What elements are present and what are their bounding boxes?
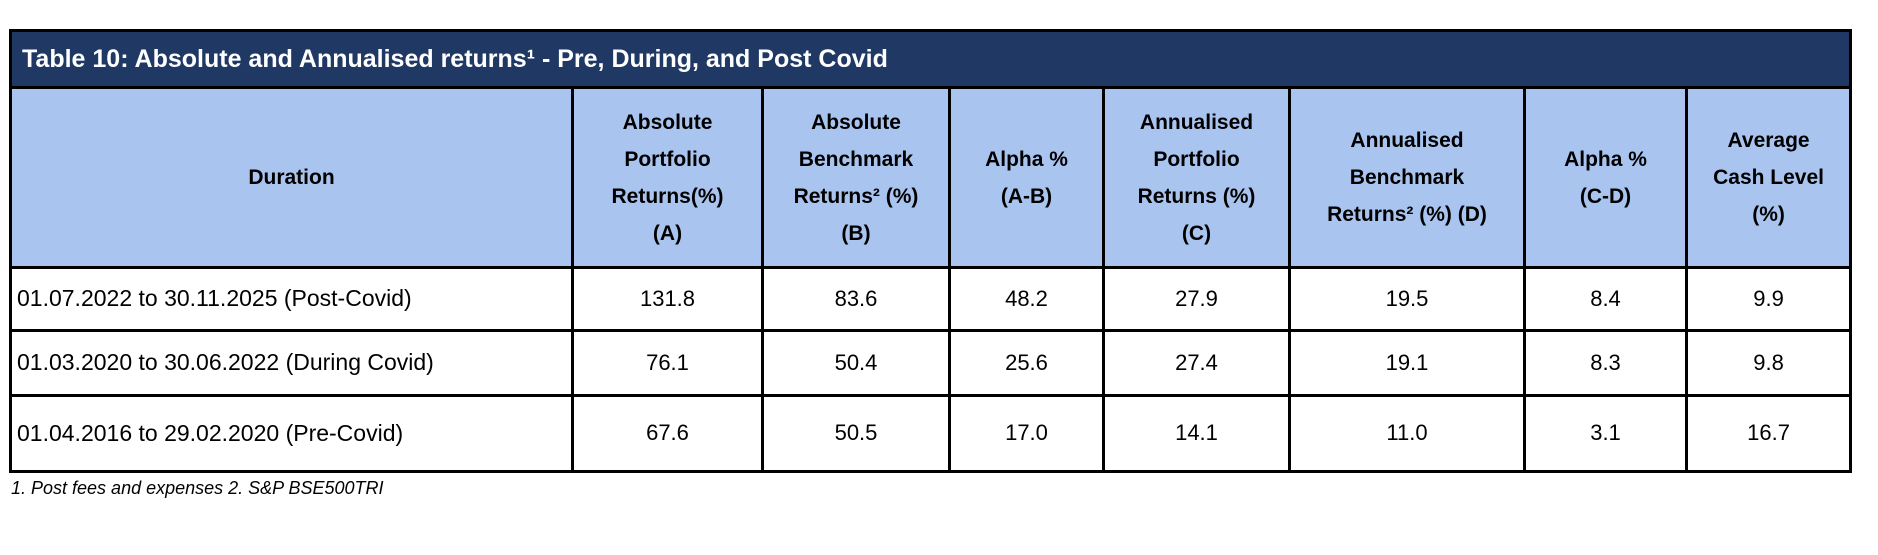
table-row-during-covid: 01.03.2020 to 30.06.2022 (During Covid) … — [9, 329, 1853, 397]
value-cell: 76.1 — [571, 329, 764, 397]
returns-table: Table 10: Absolute and Annualised return… — [8, 29, 1853, 473]
value-cell: 8.3 — [1523, 329, 1688, 397]
value-cell: 83.6 — [761, 266, 951, 332]
value-cell: 17.0 — [948, 394, 1105, 473]
value-cell: 50.5 — [761, 394, 951, 473]
table-row-post-covid: 01.07.2022 to 30.11.2025 (Post-Covid) 13… — [9, 266, 1853, 332]
duration-cell: 01.03.2020 to 30.06.2022 (During Covid) — [9, 329, 574, 397]
value-cell: 19.1 — [1288, 329, 1526, 397]
value-cell: 27.9 — [1102, 266, 1291, 332]
footnote: 1. Post fees and expenses 2. S&P BSE500T… — [11, 478, 384, 498]
header-row: Duration Absolute Portfolio Returns(%) (… — [9, 86, 1853, 269]
value-cell: 48.2 — [948, 266, 1105, 332]
report-page: Table 10: Absolute and Annualised return… — [0, 29, 1878, 555]
value-cell: 50.4 — [761, 329, 951, 397]
column-header-alpha-c-d: Alpha % (C-D) — [1523, 86, 1688, 269]
column-header-alpha-a-b: Alpha % (A-B) — [948, 86, 1105, 269]
column-header-absolute-benchmark-returns: Absolute Benchmark Returns² (%) (B) — [761, 86, 951, 269]
column-header-average-cash-level: Average Cash Level (%) — [1684, 86, 1853, 269]
value-cell: 3.1 — [1523, 394, 1688, 473]
value-cell: 16.7 — [1684, 394, 1853, 473]
table-title: Table 10: Absolute and Annualised return… — [8, 29, 1853, 89]
duration-cell: 01.04.2016 to 29.02.2020 (Pre-Covid) — [9, 394, 574, 473]
column-header-absolute-portfolio-returns: Absolute Portfolio Returns(%) (A) — [571, 86, 764, 269]
column-header-duration: Duration — [9, 86, 574, 269]
column-header-annualised-portfolio-returns: Annualised Portfolio Returns (%) (C) — [1102, 86, 1291, 269]
value-cell: 8.4 — [1523, 266, 1688, 332]
value-cell: 25.6 — [948, 329, 1105, 397]
table-row-pre-covid: 01.04.2016 to 29.02.2020 (Pre-Covid) 67.… — [9, 394, 1853, 473]
value-cell: 131.8 — [571, 266, 764, 332]
value-cell: 9.9 — [1684, 266, 1853, 332]
column-header-annualised-benchmark-returns: Annualised Benchmark Returns² (%) (D) — [1288, 86, 1526, 269]
value-cell: 14.1 — [1102, 394, 1291, 473]
value-cell: 27.4 — [1102, 329, 1291, 397]
value-cell: 67.6 — [571, 394, 764, 473]
duration-cell: 01.07.2022 to 30.11.2025 (Post-Covid) — [9, 266, 574, 332]
value-cell: 19.5 — [1288, 266, 1526, 332]
title-row: Table 10: Absolute and Annualised return… — [8, 29, 1853, 89]
value-cell: 11.0 — [1288, 394, 1526, 473]
value-cell: 9.8 — [1684, 329, 1853, 397]
